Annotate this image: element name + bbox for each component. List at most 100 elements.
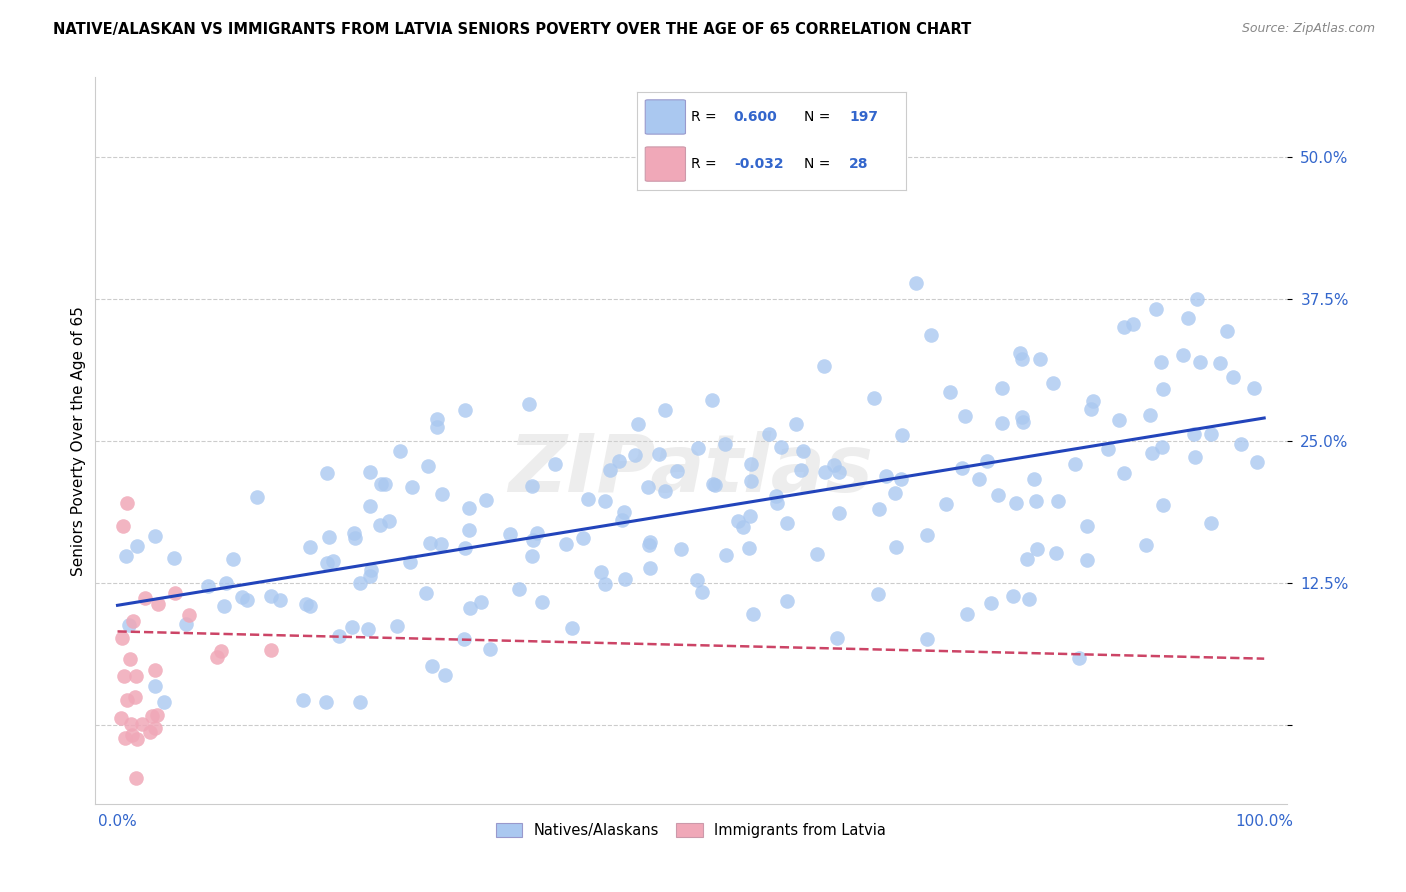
Point — [499, 526, 522, 541]
Point — [638, 561, 661, 575]
Point — [115, 693, 138, 707]
Point — [1188, 355, 1211, 369]
Text: ZIPatlas: ZIPatlas — [509, 431, 873, 508]
Point — [141, 709, 163, 723]
Point — [828, 466, 851, 480]
Point — [430, 487, 453, 501]
Y-axis label: Seniors Poverty Over the Age of 65: Seniors Poverty Over the Age of 65 — [72, 306, 86, 575]
Point — [1112, 466, 1135, 480]
Point — [1025, 494, 1047, 508]
Point — [1114, 320, 1136, 334]
Point — [399, 555, 422, 569]
Point — [956, 607, 979, 621]
Point — [1083, 394, 1105, 409]
Point — [669, 542, 692, 557]
Point — [291, 693, 314, 707]
Point — [1152, 498, 1174, 512]
Point — [1230, 436, 1253, 450]
Point — [1011, 351, 1033, 366]
Point — [434, 667, 457, 681]
Point — [976, 453, 998, 467]
Point — [179, 608, 201, 623]
Point — [953, 409, 976, 423]
Point — [638, 538, 661, 552]
Point — [340, 619, 363, 633]
Point — [299, 599, 322, 613]
Point — [118, 617, 141, 632]
Point — [935, 497, 957, 511]
Point — [174, 616, 197, 631]
Point — [148, 597, 170, 611]
Point — [607, 454, 630, 468]
Point — [235, 593, 257, 607]
Point — [1144, 302, 1167, 317]
Point — [624, 448, 647, 462]
Point — [269, 593, 291, 607]
Point — [114, 668, 136, 682]
Point — [115, 549, 138, 563]
Point — [654, 403, 676, 417]
Point — [370, 477, 392, 491]
Point — [593, 577, 616, 591]
Point — [1011, 409, 1033, 424]
Point — [530, 595, 553, 609]
Point — [419, 536, 441, 550]
Point — [153, 695, 176, 709]
Point — [479, 642, 502, 657]
Point — [561, 621, 583, 635]
Point — [378, 514, 401, 528]
Point — [125, 732, 148, 747]
Point — [349, 695, 371, 709]
Point — [1063, 457, 1085, 471]
Point — [215, 575, 238, 590]
Point — [401, 480, 423, 494]
Point — [593, 493, 616, 508]
Point — [714, 437, 737, 451]
Point — [686, 573, 709, 587]
Point — [124, 690, 146, 704]
Point — [716, 548, 738, 562]
Point — [1080, 402, 1102, 417]
Point — [776, 594, 799, 608]
Point — [1222, 370, 1244, 384]
Point — [823, 458, 845, 473]
Point — [1022, 472, 1045, 486]
Point — [143, 663, 166, 677]
Point — [422, 659, 444, 673]
Point — [359, 569, 381, 583]
Point — [1015, 552, 1038, 566]
Point — [1026, 541, 1049, 556]
Point — [385, 619, 408, 633]
Point — [915, 632, 938, 646]
Point — [260, 643, 283, 657]
Point — [738, 541, 761, 556]
Point — [792, 444, 814, 458]
Point — [1122, 317, 1144, 331]
Point — [205, 649, 228, 664]
Point — [868, 501, 890, 516]
Point — [231, 590, 253, 604]
Point — [612, 505, 634, 519]
Point — [110, 711, 132, 725]
Point — [143, 679, 166, 693]
Point — [576, 491, 599, 506]
Point — [1018, 592, 1040, 607]
Point — [969, 471, 991, 485]
Point — [453, 632, 475, 646]
Point — [825, 632, 848, 646]
Point — [688, 442, 710, 456]
Point — [654, 484, 676, 499]
Point — [1216, 324, 1239, 338]
Point — [1185, 293, 1208, 307]
Point — [1152, 382, 1174, 396]
Point — [214, 599, 236, 614]
Point — [665, 464, 688, 478]
Point — [508, 582, 530, 597]
Point — [1097, 442, 1119, 456]
Point — [866, 587, 889, 601]
Point — [789, 463, 811, 477]
Point — [700, 393, 723, 408]
Point — [554, 537, 576, 551]
Point — [131, 717, 153, 731]
Point — [260, 589, 283, 603]
